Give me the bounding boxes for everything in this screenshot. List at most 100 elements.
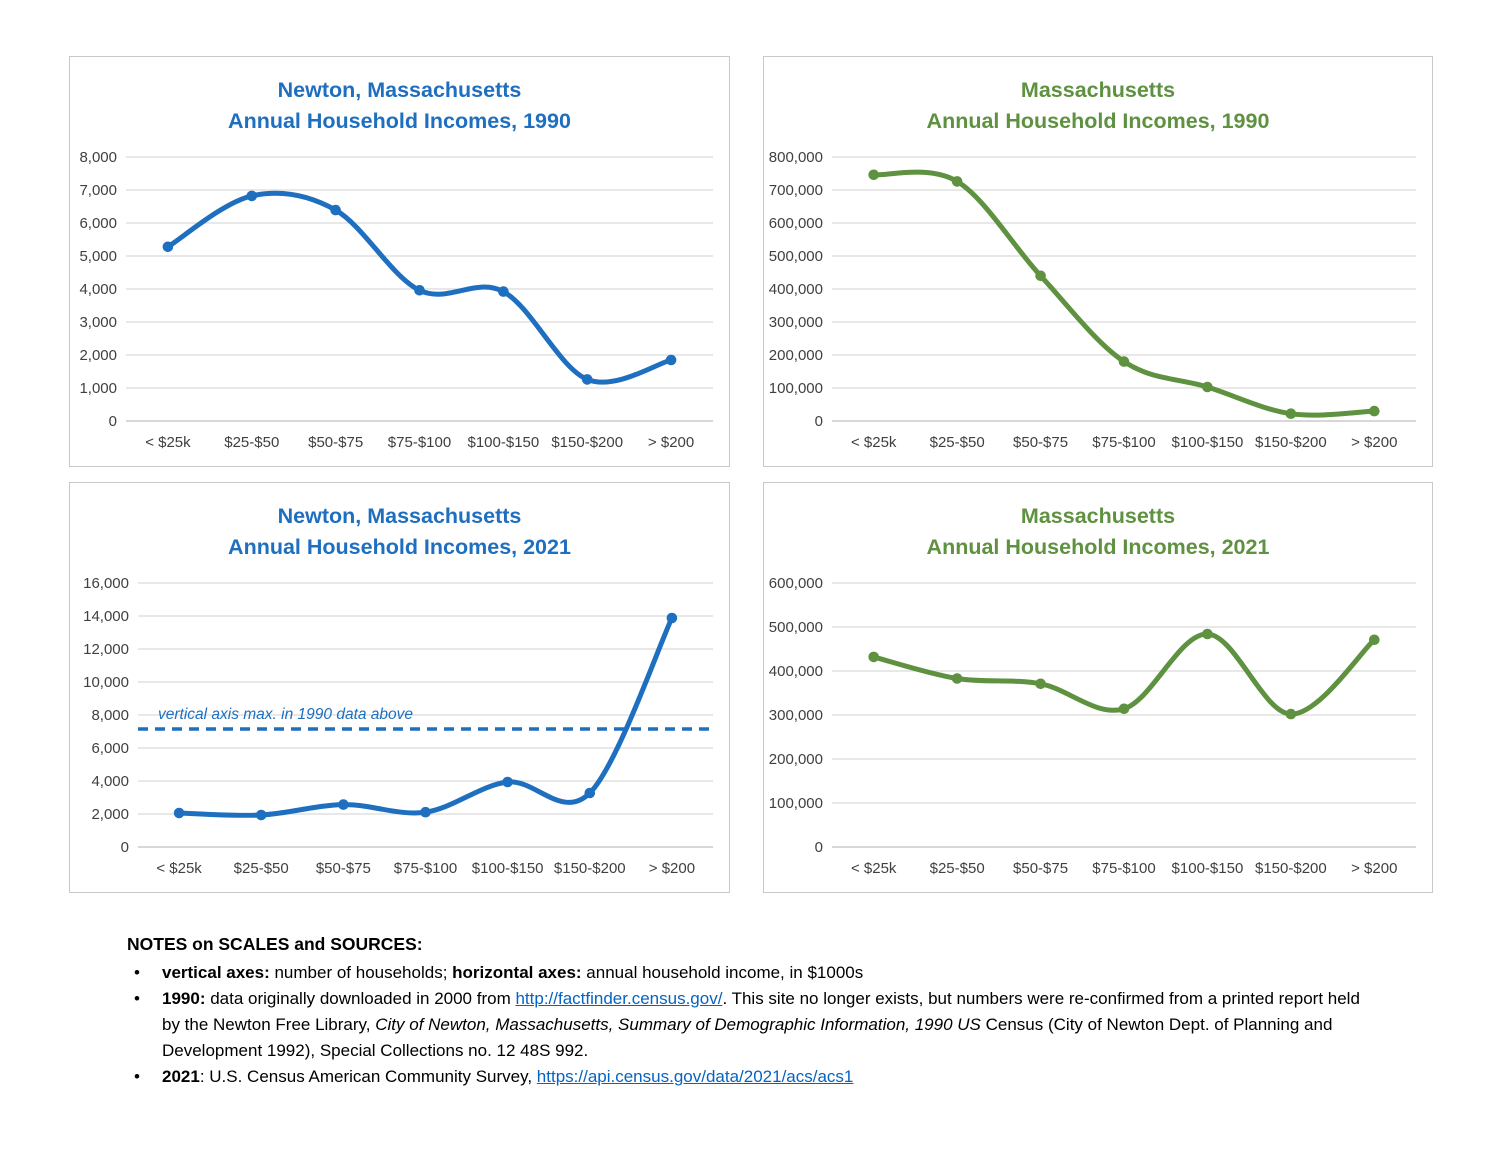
svg-text:> $200: > $200: [649, 860, 695, 877]
source-link[interactable]: https://api.census.gov/data/2021/acs/acs…: [536, 1067, 854, 1086]
svg-text:100,000: 100,000: [769, 380, 823, 397]
svg-text:< $25k: < $25k: [851, 434, 897, 451]
svg-text:$100-$150: $100-$150: [467, 434, 539, 451]
note-item: • 1990: data originally downloaded in 200…: [127, 986, 1389, 1064]
svg-text:200,000: 200,000: [769, 347, 823, 364]
svg-text:8,000: 8,000: [79, 149, 117, 166]
svg-text:6,000: 6,000: [79, 215, 117, 232]
note-text-segment: City of Newton, Massachusetts, Summary o…: [375, 1015, 981, 1034]
svg-text:500,000: 500,000: [769, 619, 823, 636]
svg-text:1,000: 1,000: [79, 380, 117, 397]
svg-text:$150-$200: $150-$200: [1255, 434, 1327, 451]
note-text-segment: 2021: [162, 1067, 200, 1086]
svg-text:4,000: 4,000: [79, 281, 117, 298]
chart-title-newton-2021: Newton, Massachusetts Annual Household I…: [70, 483, 729, 563]
svg-text:16,000: 16,000: [83, 575, 129, 592]
chart-title-line1: Newton, Massachusetts: [277, 78, 522, 102]
svg-text:3,000: 3,000: [79, 314, 117, 331]
svg-text:10,000: 10,000: [83, 674, 129, 691]
svg-text:> $200: > $200: [1351, 434, 1397, 451]
chart-title-line2: Annual Household Incomes, 2021: [228, 535, 571, 559]
svg-text:0: 0: [815, 839, 823, 856]
chart-panel-massachusetts-2021: Massachusetts Annual Household Incomes, …: [763, 482, 1433, 893]
svg-text:800,000: 800,000: [769, 149, 823, 166]
source-link[interactable]: http://factfinder.census.gov/: [515, 989, 723, 1008]
svg-text:7,000: 7,000: [79, 182, 117, 199]
svg-text:14,000: 14,000: [83, 608, 129, 625]
svg-text:4,000: 4,000: [91, 773, 129, 790]
svg-text:$25-$50: $25-$50: [224, 434, 279, 451]
bullet-icon: •: [134, 989, 140, 1008]
chart-title-line1: Massachusetts: [1020, 78, 1176, 102]
svg-text:500,000: 500,000: [769, 248, 823, 265]
svg-text:$150-$200: $150-$200: [551, 434, 623, 451]
note-text-segment: vertical axes:: [162, 963, 270, 982]
chart-panel-massachusetts-1990: Massachusetts Annual Household Incomes, …: [763, 56, 1433, 467]
notes-heading: NOTES on SCALES and SOURCES:: [127, 934, 423, 954]
notes-list: • vertical axes: number of households; ho…: [127, 960, 1389, 1090]
svg-text:$75-$100: $75-$100: [394, 860, 457, 877]
svg-text:$25-$50: $25-$50: [930, 860, 985, 877]
svg-text:$25-$50: $25-$50: [930, 434, 985, 451]
svg-text:$50-$75: $50-$75: [1013, 860, 1068, 877]
chart-panel-newton-1990: Newton, Massachusetts Annual Household I…: [69, 56, 730, 467]
note-item: • 2021: U.S. Census American Community Su…: [127, 1064, 1389, 1090]
svg-text:12,000: 12,000: [83, 641, 129, 658]
line-chart-massachusetts-1990: 0 100,000 200,000 300,000 400,000 500,000 600,…: [769, 149, 1416, 451]
chart-panel-newton-2021: Newton, Massachusetts Annual Household I…: [69, 482, 730, 893]
svg-text:0: 0: [121, 839, 129, 856]
svg-text:$50-$75: $50-$75: [1013, 434, 1068, 451]
svg-text:$100-$150: $100-$150: [1172, 434, 1244, 451]
svg-text:$75-$100: $75-$100: [388, 434, 451, 451]
svg-text:8,000: 8,000: [91, 707, 129, 724]
note-text: vertical axes: number of households; hor…: [162, 960, 1376, 986]
svg-text:0: 0: [815, 413, 823, 430]
svg-text:$75-$100: $75-$100: [1092, 434, 1155, 451]
notes-section: NOTES on SCALES and SOURCES: • vertical a…: [127, 931, 1389, 1090]
line-chart-massachusetts-2021: 0 100,000 200,000 300,000 400,000 500,000 600,…: [769, 575, 1416, 877]
note-text: 2021: U.S. Census American Community Sur…: [162, 1064, 1376, 1090]
svg-text:400,000: 400,000: [769, 281, 823, 298]
note-text-segment: . This site no longer exists, but number…: [162, 989, 1360, 1034]
svg-text:300,000: 300,000: [769, 707, 823, 724]
svg-text:< $25k: < $25k: [156, 860, 202, 877]
svg-text:$150-$200: $150-$200: [1255, 860, 1327, 877]
svg-text:6,000: 6,000: [91, 740, 129, 757]
bullet-icon: •: [134, 1067, 140, 1086]
svg-text:100,000: 100,000: [769, 795, 823, 812]
chart-title-line1: Newton, Massachusetts: [277, 504, 522, 528]
svg-text:$25-$50: $25-$50: [234, 860, 289, 877]
svg-text:5,000: 5,000: [79, 248, 117, 265]
svg-text:0: 0: [109, 413, 117, 430]
note-item: • vertical axes: number of households; ho…: [127, 960, 1389, 986]
svg-text:$50-$75: $50-$75: [316, 860, 371, 877]
note-text-segment: annual household income, in $1000s: [581, 963, 864, 982]
svg-text:$150-$200: $150-$200: [554, 860, 626, 877]
svg-text:300,000: 300,000: [769, 314, 823, 331]
line-chart-newton-2021: 0 2,000 4,000 6,000 8,000 10,000 12,000 14,000 1…: [83, 575, 713, 877]
svg-text:400,000: 400,000: [769, 663, 823, 680]
note-text-segment: horizontal axes:: [452, 963, 582, 982]
svg-text:$50-$75: $50-$75: [308, 434, 363, 451]
note-text: 1990: data originally downloaded in 2000…: [162, 986, 1376, 1064]
svg-text:> $200: > $200: [648, 434, 694, 451]
svg-text:200,000: 200,000: [769, 751, 823, 768]
svg-text:vertical axis max. in 1990 dat: vertical axis max. in 1990 data above: [158, 706, 413, 723]
svg-text:600,000: 600,000: [769, 575, 823, 592]
chart-title-newton-1990: Newton, Massachusetts Annual Household I…: [70, 57, 729, 137]
chart-title-massachusetts-2021: Massachusetts Annual Household Incomes, …: [764, 483, 1432, 563]
svg-text:< $25k: < $25k: [145, 434, 191, 451]
svg-text:$100-$150: $100-$150: [472, 860, 544, 877]
svg-text:2,000: 2,000: [79, 347, 117, 364]
note-text-segment: : U.S. Census American Community Survey,: [199, 1067, 537, 1086]
svg-text:> $200: > $200: [1351, 860, 1397, 877]
bullet-icon: •: [134, 963, 140, 982]
note-text-segment: Census (City of Newton Dept. of Planning…: [162, 1015, 1333, 1060]
chart-title-massachusetts-1990: Massachusetts Annual Household Incomes, …: [764, 57, 1432, 137]
svg-text:$100-$150: $100-$150: [1172, 860, 1244, 877]
chart-title-line2: Annual Household Incomes, 1990: [926, 109, 1270, 133]
line-chart-newton-1990: 0 1,000 2,000 3,000 4,000 5,000 6,000 7,000 8,00…: [79, 149, 713, 451]
svg-text:2,000: 2,000: [91, 806, 129, 823]
svg-text:< $25k: < $25k: [851, 860, 897, 877]
